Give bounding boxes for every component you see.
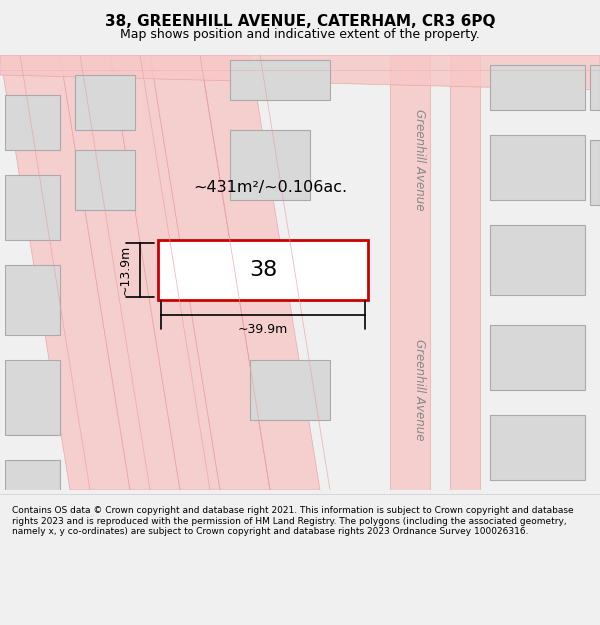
Bar [490,135,585,200]
Bar [230,60,330,100]
Polygon shape [200,55,320,490]
Text: Contains OS data © Crown copyright and database right 2021. This information is : Contains OS data © Crown copyright and d… [12,506,574,536]
Bar [490,325,585,390]
Polygon shape [0,55,130,490]
Bar [5,265,60,335]
Bar [490,225,585,295]
Text: ~39.9m: ~39.9m [238,323,288,336]
Text: Map shows position and indicative extent of the property.: Map shows position and indicative extent… [120,28,480,41]
Bar [75,150,135,210]
Polygon shape [60,55,180,490]
Bar [490,415,585,480]
Text: Greenhill Avenue: Greenhill Avenue [413,109,427,211]
Polygon shape [0,55,600,90]
Bar [5,175,60,240]
Text: 38: 38 [249,260,277,280]
Bar [230,130,310,200]
Bar [158,240,368,300]
Polygon shape [110,55,220,490]
Bar [75,75,135,130]
Bar [590,140,600,205]
Text: Greenhill Avenue: Greenhill Avenue [413,339,427,441]
Polygon shape [450,55,480,490]
Bar [5,95,60,150]
Text: ~431m²/~0.106ac.: ~431m²/~0.106ac. [193,180,347,195]
Bar [490,65,585,110]
Bar [5,360,60,435]
Bar [250,360,330,420]
Polygon shape [150,55,270,490]
Polygon shape [390,55,430,490]
Bar [590,65,600,110]
Text: 38, GREENHILL AVENUE, CATERHAM, CR3 6PQ: 38, GREENHILL AVENUE, CATERHAM, CR3 6PQ [105,14,495,29]
Bar [5,460,60,510]
Text: ~13.9m: ~13.9m [119,245,132,295]
